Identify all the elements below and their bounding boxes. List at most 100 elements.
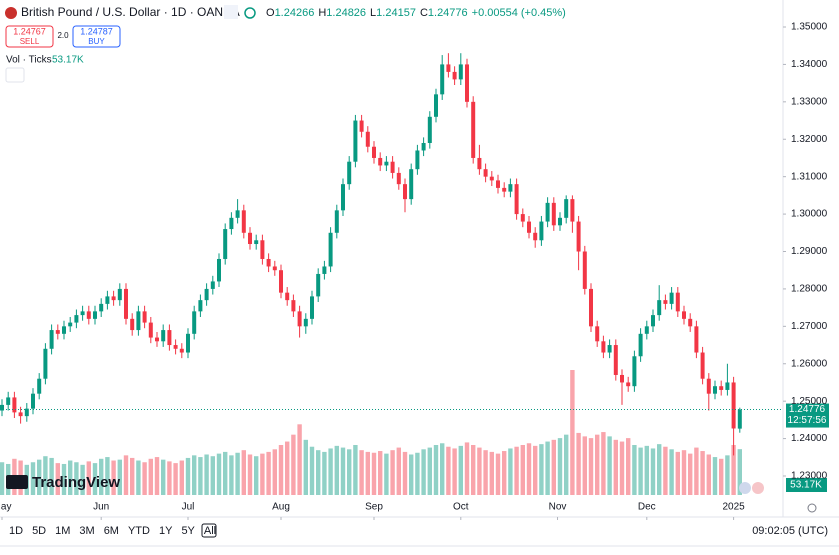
candle-body xyxy=(365,131,370,147)
timeframe-button[interactable]: 5Y xyxy=(181,525,195,537)
volume-bar xyxy=(409,454,414,495)
candle-body xyxy=(148,322,153,338)
volume-bar xyxy=(204,454,209,495)
candle-body xyxy=(310,296,314,319)
candle-body xyxy=(725,382,730,390)
candle-body xyxy=(601,341,606,353)
timeframe-button[interactable]: 1D xyxy=(9,525,23,537)
volume-bar xyxy=(30,462,36,495)
volume-bar xyxy=(272,449,277,495)
y-tick-label: 1.30000 xyxy=(791,209,828,220)
last-price-label: 1.24776 xyxy=(789,404,826,415)
symbol-icon xyxy=(5,7,17,19)
volume-bar xyxy=(111,460,116,495)
timeframe-button[interactable]: 5D xyxy=(32,525,46,537)
candle-body xyxy=(564,199,569,218)
candle-body xyxy=(713,386,717,394)
candle-body xyxy=(533,232,538,241)
buy-price: 1.24787 xyxy=(80,26,113,36)
candle-body xyxy=(508,184,513,192)
volume-bar xyxy=(142,462,147,495)
ohlc-low: 1.24157 xyxy=(376,7,416,19)
y-tick-label: 1.23000 xyxy=(791,471,828,482)
candle-body xyxy=(328,232,333,267)
ohlc-c-label: C xyxy=(420,7,428,19)
candle-body xyxy=(99,303,104,312)
volume-bar xyxy=(582,436,587,495)
timeframe-button[interactable]: 1Y xyxy=(159,525,173,537)
volume-bar xyxy=(198,457,203,495)
candle-body xyxy=(551,202,556,226)
candle-body xyxy=(74,315,79,323)
timeframe-button[interactable]: All xyxy=(204,525,216,537)
volume-bar xyxy=(632,445,637,495)
volume-bar xyxy=(520,445,525,495)
ohlc-high: 1.24826 xyxy=(326,7,366,19)
candle-body xyxy=(434,94,438,117)
date-range-icon[interactable] xyxy=(201,523,217,538)
y-tick-label: 1.28000 xyxy=(791,284,828,295)
volume-bar xyxy=(495,453,501,495)
volume-bar xyxy=(464,442,470,495)
volume-bar xyxy=(421,449,426,495)
volume-bar xyxy=(92,463,98,495)
candle-body xyxy=(632,356,637,387)
timeframe-button[interactable]: YTD xyxy=(128,525,150,537)
buy-button[interactable] xyxy=(72,25,121,48)
volume-bar xyxy=(154,457,160,495)
settings-icon[interactable] xyxy=(807,503,817,513)
volume-bar xyxy=(719,458,724,495)
candle-body xyxy=(669,292,674,304)
volume-bar xyxy=(694,447,699,495)
x-tick-label: Oct xyxy=(453,502,469,513)
volume-bar xyxy=(644,445,649,495)
candle-body xyxy=(167,330,172,346)
timeframe-button[interactable]: 6M xyxy=(104,525,119,537)
candle-body xyxy=(248,232,252,245)
event-icon[interactable] xyxy=(752,482,764,494)
volume-bar xyxy=(179,460,184,495)
candle-body xyxy=(186,333,190,353)
volume-bar xyxy=(601,432,606,495)
x-tick-label: Sep xyxy=(365,502,383,513)
volume-bar xyxy=(384,453,389,495)
candle-body xyxy=(694,326,699,353)
volume-bar xyxy=(61,463,67,495)
candle-body xyxy=(192,311,197,334)
logo-text: TradingView xyxy=(32,474,120,491)
x-tick-label: May xyxy=(0,502,11,513)
timeframe-button[interactable]: 1M xyxy=(55,525,70,537)
candle-body xyxy=(620,374,624,383)
candle-body xyxy=(173,345,178,349)
x-tick-label: Nov xyxy=(549,502,567,513)
candle-body xyxy=(291,300,296,312)
candle-body xyxy=(731,382,736,429)
timeframe-button[interactable]: 3M xyxy=(79,525,94,537)
volume-bar xyxy=(210,456,215,495)
volume-bar xyxy=(477,447,482,495)
candle-body xyxy=(675,292,680,312)
volume-bar xyxy=(192,455,197,495)
symbol-title[interactable]: British Pound / U.S. Dollar · 1D · OANDA xyxy=(21,5,240,19)
candle-body xyxy=(24,408,29,417)
candle-body xyxy=(390,161,395,173)
volume-bar xyxy=(123,455,129,495)
candle-body xyxy=(285,292,290,301)
sell-button[interactable] xyxy=(5,25,54,48)
candle-body xyxy=(179,348,184,353)
volume-bar xyxy=(223,451,228,495)
volume-bar xyxy=(105,457,110,495)
candle-body xyxy=(6,397,11,405)
candle-body xyxy=(427,116,432,143)
settings-icon[interactable] xyxy=(224,5,238,19)
volume-bar xyxy=(136,460,141,495)
volume-bar xyxy=(452,448,457,495)
volume-bar xyxy=(43,456,48,495)
event-icon[interactable] xyxy=(739,482,751,494)
volume-bar xyxy=(291,434,296,495)
candle-body xyxy=(489,176,494,181)
volume-bar xyxy=(316,450,321,495)
collapse-button[interactable] xyxy=(5,67,25,83)
volume-bar xyxy=(737,449,742,495)
volume-bar xyxy=(266,451,271,495)
